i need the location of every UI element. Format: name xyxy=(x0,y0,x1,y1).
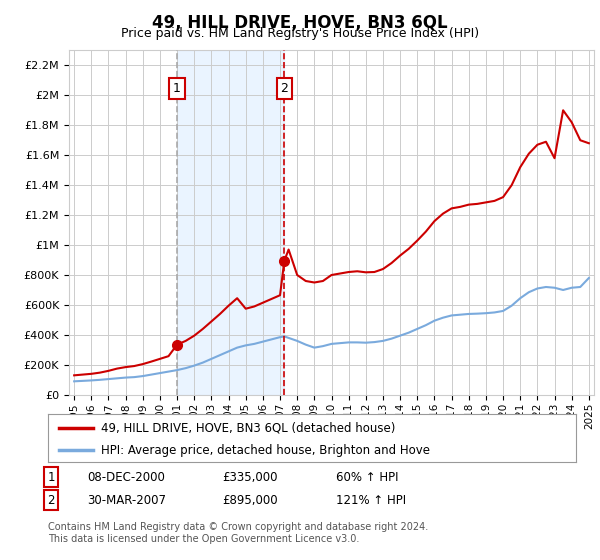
Text: HPI: Average price, detached house, Brighton and Hove: HPI: Average price, detached house, Brig… xyxy=(101,444,430,456)
Text: Price paid vs. HM Land Registry's House Price Index (HPI): Price paid vs. HM Land Registry's House … xyxy=(121,27,479,40)
Text: 49, HILL DRIVE, HOVE, BN3 6QL: 49, HILL DRIVE, HOVE, BN3 6QL xyxy=(152,14,448,32)
Text: 1: 1 xyxy=(173,82,181,95)
Text: Contains HM Land Registry data © Crown copyright and database right 2024.
This d: Contains HM Land Registry data © Crown c… xyxy=(48,522,428,544)
Text: 08-DEC-2000: 08-DEC-2000 xyxy=(87,470,165,484)
Text: £895,000: £895,000 xyxy=(222,493,278,507)
Text: £335,000: £335,000 xyxy=(222,470,277,484)
Text: 60% ↑ HPI: 60% ↑ HPI xyxy=(336,470,398,484)
Text: 2: 2 xyxy=(280,82,288,95)
Text: 49, HILL DRIVE, HOVE, BN3 6QL (detached house): 49, HILL DRIVE, HOVE, BN3 6QL (detached … xyxy=(101,421,395,434)
Text: 30-MAR-2007: 30-MAR-2007 xyxy=(87,493,166,507)
Text: 121% ↑ HPI: 121% ↑ HPI xyxy=(336,493,406,507)
Bar xyxy=(177,50,284,395)
Text: 2: 2 xyxy=(47,493,55,507)
Text: 1: 1 xyxy=(47,470,55,484)
